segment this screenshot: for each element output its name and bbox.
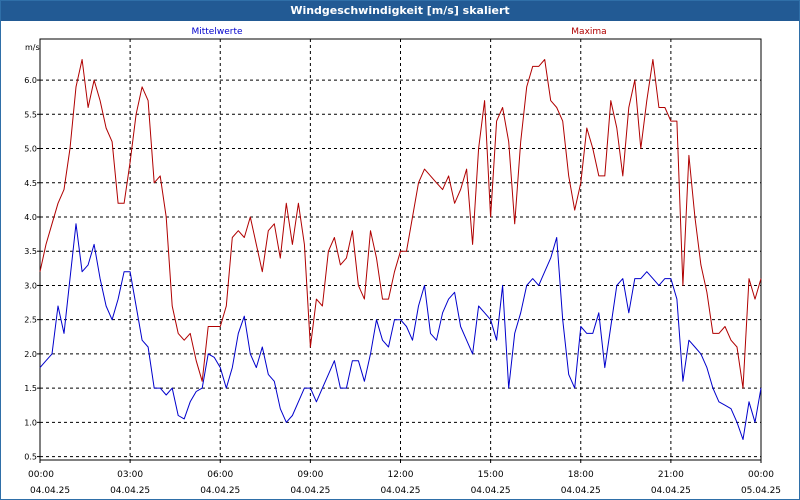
x-tick-date-label: 04.04.25 <box>380 486 420 496</box>
x-tick-time-label: 12:00 <box>388 470 414 480</box>
y-axis-label: m/s <box>25 43 40 52</box>
y-tick-label: 1.0 <box>24 418 37 427</box>
x-tick-time-label: 09:00 <box>297 470 323 480</box>
y-tick-label: 4.0 <box>24 213 37 222</box>
y-tick-label: 3.0 <box>24 281 37 290</box>
x-tick-date-label: 04.04.25 <box>200 486 240 496</box>
x-tick-time-label: 00:00 <box>748 470 774 480</box>
series-line-mittelwerte <box>39 223 762 440</box>
y-tick-label: 5.0 <box>24 145 37 154</box>
x-tick-date-label: 04.04.25 <box>30 486 70 496</box>
y-tick-label: 6.0 <box>24 76 37 85</box>
y-tick-label: 5.5 <box>24 110 37 119</box>
x-tick-date-label: 04.04.25 <box>561 486 601 496</box>
x-tick-date-label: 04.04.25 <box>651 486 691 496</box>
axes: 0.5 1.0 1.5 2.0 2.5 3.0 3.5 4.0 4.5 5.0 5.5 6.0 00:0… <box>24 76 781 496</box>
x-tick-time-label: 21:00 <box>658 470 684 480</box>
y-tick-label: 1.5 <box>24 384 37 393</box>
x-tick-time-label: 18:00 <box>568 470 594 480</box>
x-tick-date-label: 04.04.25 <box>471 486 511 496</box>
series-layer <box>39 59 762 440</box>
x-tick-time-label: 15:00 <box>478 470 504 480</box>
y-tick-label: 4.5 <box>24 179 37 188</box>
x-tick-date-label: 04.04.25 <box>110 486 150 496</box>
x-tick-time-label: 03:00 <box>117 470 143 480</box>
legend-mittelwerte: Mittelwerte <box>191 27 242 37</box>
y-tick-label: 3.5 <box>24 247 37 256</box>
y-tick-label: 2.5 <box>24 316 37 325</box>
legend-maxima: Maxima <box>571 27 606 37</box>
window-title: Windgeschwindigkeit [m/s] skaliert <box>1 1 799 21</box>
y-tick-label: 2.0 <box>24 350 37 359</box>
x-tick-time-label: 06:00 <box>207 470 233 480</box>
x-tick-date-label: 05.04.25 <box>741 486 781 496</box>
x-tick-date-label: 04.04.25 <box>290 486 330 496</box>
series-line-maxima <box>39 59 762 389</box>
y-tick-label: 0.5 <box>24 453 37 462</box>
x-tick-time-label: 00:00 <box>28 470 54 480</box>
